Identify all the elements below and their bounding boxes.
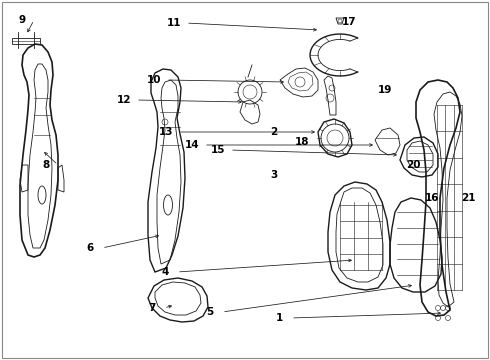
Text: 4: 4 [161,267,169,277]
Text: 3: 3 [270,170,278,180]
Text: 16: 16 [425,193,439,203]
Text: 17: 17 [342,17,356,27]
Text: 6: 6 [86,243,94,253]
Text: 11: 11 [167,18,181,28]
Text: 19: 19 [378,85,392,95]
Text: 5: 5 [206,307,214,317]
Text: 18: 18 [295,137,309,147]
Text: 20: 20 [406,160,420,170]
Text: 15: 15 [211,145,225,155]
Text: 13: 13 [159,127,173,137]
Text: 8: 8 [42,160,49,170]
Text: 10: 10 [147,75,161,85]
Text: 9: 9 [19,15,25,25]
Text: 21: 21 [461,193,475,203]
Text: 1: 1 [275,313,283,323]
Text: 14: 14 [185,140,199,150]
Text: 12: 12 [117,95,131,105]
Text: 2: 2 [270,127,278,137]
Text: 7: 7 [148,303,156,313]
